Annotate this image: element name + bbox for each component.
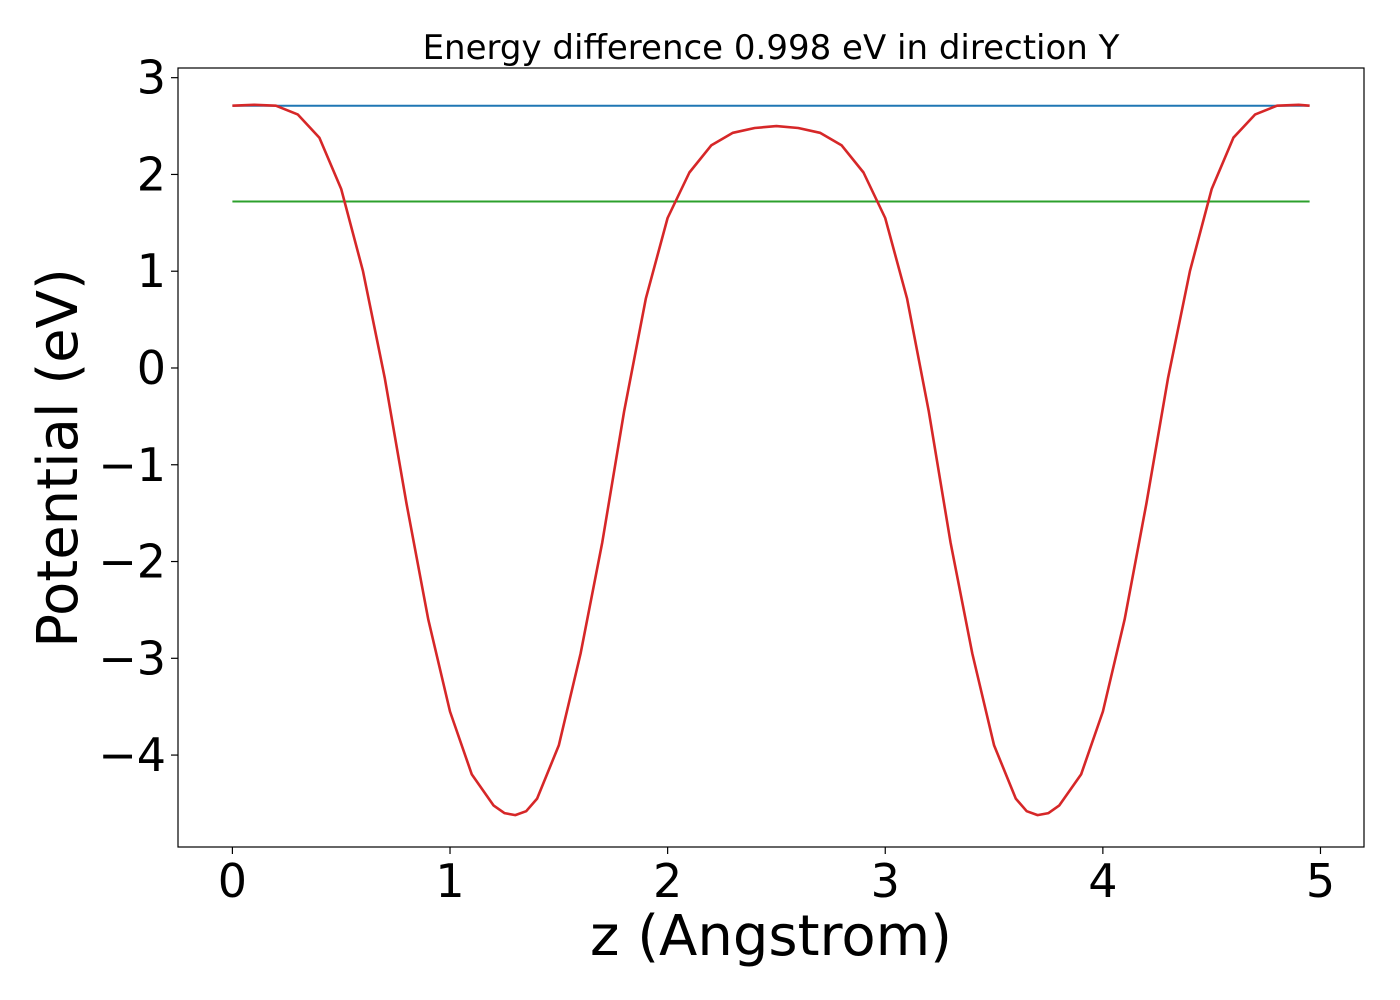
- y-tick-label: 1: [137, 244, 166, 298]
- y-tick-label: −3: [98, 631, 166, 685]
- series-layer: [232, 103, 1310, 817]
- x-tick-label: 4: [1088, 854, 1117, 908]
- x-tick-label: 5: [1306, 854, 1335, 908]
- y-tick-label: −1: [98, 438, 166, 492]
- chart-title: Energy difference 0.998 eV in direction …: [423, 28, 1120, 68]
- y-tick-label: 3: [137, 51, 166, 105]
- x-tick-label: 0: [218, 854, 247, 908]
- series-line-potential: [232, 103, 1310, 817]
- x-axis-title: z (Angstrom): [590, 904, 952, 969]
- x-tick-label: 1: [435, 854, 464, 908]
- y-tick-label: 0: [137, 341, 166, 395]
- y-tick-label: −2: [98, 535, 166, 589]
- y-axis-title: Potential (eV): [26, 268, 91, 648]
- x-axis: 0 1 2 3 4 5: [218, 847, 1335, 908]
- plot-frame: [177, 67, 1365, 848]
- y-tick-label: −4: [98, 728, 166, 782]
- y-tick-label: 2: [137, 147, 166, 201]
- y-axis: −4 −3 −2 −1 0 1 2 3: [98, 51, 178, 782]
- x-tick-label: 2: [653, 854, 682, 908]
- plot-area: [178, 68, 1364, 847]
- x-tick-label: 3: [871, 854, 900, 908]
